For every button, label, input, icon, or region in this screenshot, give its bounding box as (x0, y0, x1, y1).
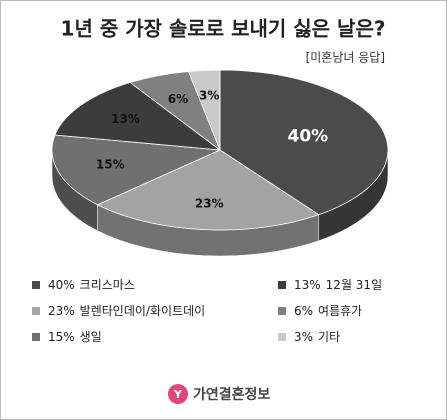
legend-label: 12월 31일 (326, 278, 382, 292)
legend-entry: 6% 여름휴가 (294, 304, 362, 318)
slice (51, 134, 222, 206)
legend-label: 크리스마스 (80, 278, 135, 292)
legend-swatch (32, 307, 40, 315)
data-label: 6% (168, 92, 188, 106)
legend-label: 여름휴가 (318, 304, 362, 318)
legend-label: 발렌타인데이/화이트데이 (80, 304, 205, 318)
chart-title: 1년 중 가장 솔로로 보내기 싫은 날은? (61, 17, 386, 41)
legend-entry: 40% 크리스마스 (48, 278, 135, 292)
source: 가연결혼정보 (193, 386, 270, 403)
data-label: 13% (111, 112, 140, 126)
legend-value: 13% (294, 278, 321, 292)
legend-value: 3% (294, 330, 313, 344)
data-label: 15% (96, 158, 125, 172)
legend-swatch (278, 281, 286, 289)
slice (96, 149, 320, 231)
legend-value: 6% (294, 304, 313, 318)
chart-subtitle: [미혼남녀 응답] (306, 51, 385, 65)
legend-value: 23% (48, 304, 75, 318)
legend-swatch (32, 333, 40, 341)
legend-entry: 13% 12월 31일 (294, 278, 382, 292)
legend-swatch (278, 307, 286, 315)
slice (54, 82, 222, 151)
legend-entry: 23% 발렌타인데이/화이트데이 (48, 304, 205, 318)
legend-swatch (278, 333, 286, 341)
legend-value: 15% (48, 330, 75, 344)
logo-icon (168, 384, 188, 404)
data-label: 3% (199, 88, 219, 102)
data-label: 23% (195, 197, 224, 211)
slice (219, 69, 389, 216)
legend-swatch (32, 281, 40, 289)
legend-label: 기타 (318, 330, 340, 344)
legend-entry: 15% 생일 (48, 330, 102, 344)
logo-mark: Y (173, 388, 183, 401)
slice (187, 69, 221, 151)
legend-label: 생일 (80, 330, 102, 344)
legend-entry: 3% 기타 (294, 330, 340, 344)
data-label: 40% (288, 126, 329, 146)
legend-value: 40% (48, 278, 75, 292)
